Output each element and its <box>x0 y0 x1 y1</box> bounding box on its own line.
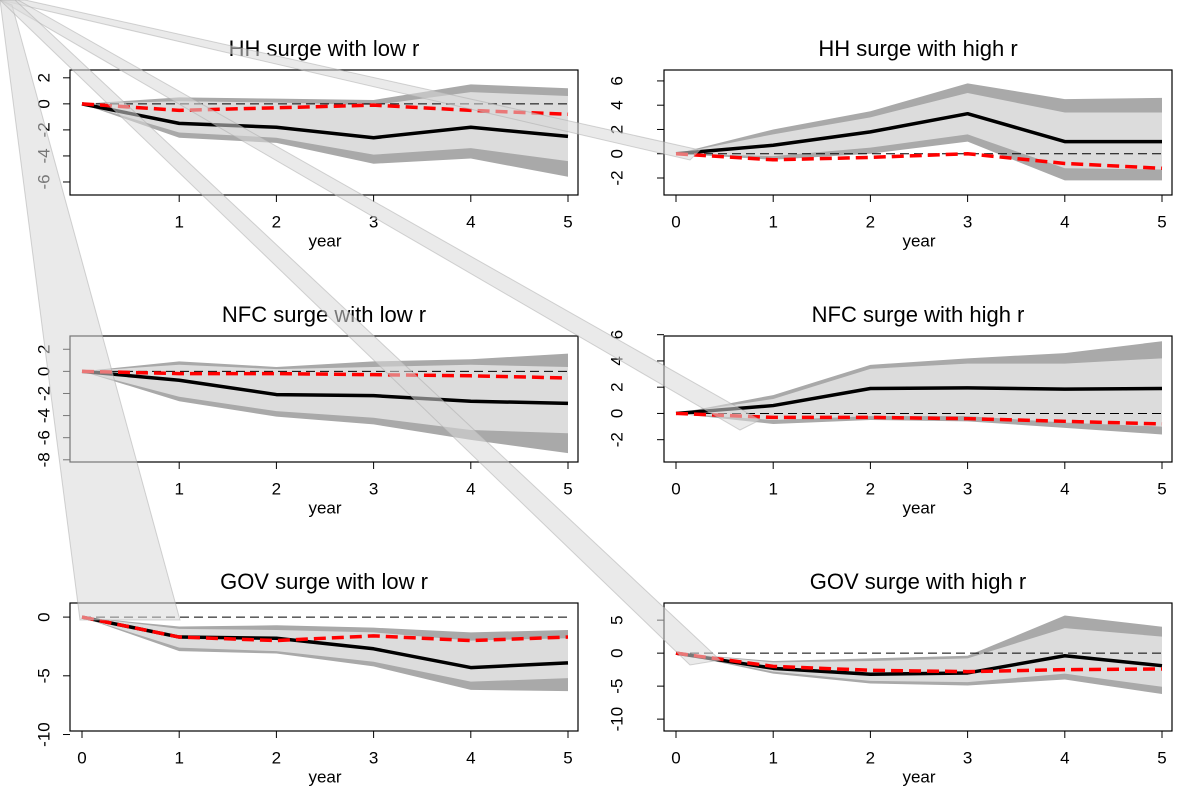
y-tick-label: -5 <box>607 679 626 694</box>
x-axis-label: year <box>902 498 935 517</box>
y-tick-label: 2 <box>34 73 53 82</box>
series-line <box>675 651 1163 674</box>
x-tick-label: 4 <box>466 479 475 498</box>
panel-title: NFC surge with high r <box>812 302 1025 327</box>
y-tick-label: 5 <box>607 615 626 624</box>
x-tick-label: 3 <box>369 748 378 767</box>
y-tick-label: 4 <box>607 100 626 109</box>
x-tick-label: 2 <box>272 748 281 767</box>
x-tick-label: 2 <box>866 212 875 231</box>
x-tick-label: 1 <box>768 748 777 767</box>
x-tick-label: 1 <box>768 212 777 231</box>
x-tick-label: 1 <box>768 479 777 498</box>
y-tick-label: 0 <box>34 99 53 108</box>
confidence-band <box>676 358 1162 427</box>
x-axis-label: year <box>308 231 341 250</box>
x-tick-label: 4 <box>1060 212 1069 231</box>
x-tick-label: 5 <box>563 748 572 767</box>
x-axis-label: year <box>902 231 935 250</box>
y-tick-label: -8 <box>34 452 53 467</box>
plot-frame <box>663 602 1173 732</box>
series-line <box>675 411 1163 426</box>
panel: NFC surge with high r 0 1 2 3 4 5 year -2 0 2 4 6 <box>607 302 1173 517</box>
x-tick-label: 4 <box>466 748 475 767</box>
y-tick-label: 2 <box>607 125 626 134</box>
y-tick-label: 6 <box>607 330 626 339</box>
y-tick-label: 2 <box>607 382 626 391</box>
x-tick-label: 0 <box>671 748 680 767</box>
series-line <box>81 369 569 406</box>
x-tick-label: 5 <box>1157 212 1166 231</box>
series-line <box>81 102 569 140</box>
confidence-band <box>676 628 1162 687</box>
y-tick-label: -4 <box>34 408 53 423</box>
x-tick-label: 3 <box>963 479 972 498</box>
plot-frame <box>663 69 1173 196</box>
y-tick-label: -10 <box>607 707 626 732</box>
y-tick-label: 0 <box>34 367 53 376</box>
x-tick-label: 5 <box>563 479 572 498</box>
series-line <box>675 151 1163 171</box>
x-tick-label: 2 <box>866 479 875 498</box>
y-tick-label: 0 <box>34 612 53 621</box>
x-tick-label: 1 <box>174 479 183 498</box>
series-line <box>81 615 569 643</box>
y-tick-label: -6 <box>34 430 53 445</box>
x-tick-label: 2 <box>866 748 875 767</box>
series-line <box>81 369 569 380</box>
x-tick-label: 0 <box>671 212 680 231</box>
y-tick-label: -10 <box>34 722 53 747</box>
x-axis-label: year <box>308 767 341 786</box>
x-tick-label: 1 <box>174 212 183 231</box>
y-tick-label: 0 <box>607 409 626 418</box>
x-tick-label: 4 <box>466 212 475 231</box>
panel-title: GOV surge with high r <box>810 569 1026 594</box>
y-tick-label: -2 <box>34 386 53 401</box>
y-tick-label: 4 <box>607 356 626 365</box>
x-tick-label: 1 <box>174 748 183 767</box>
x-tick-label: 2 <box>272 212 281 231</box>
panel: GOV surge with high r 0 1 2 3 4 5 year -10 -5 0 5 <box>607 569 1173 786</box>
y-tick-label: 0 <box>607 149 626 158</box>
y-tick-label: 6 <box>607 76 626 85</box>
series-line <box>675 111 1162 156</box>
overlay-wedge <box>0 0 762 431</box>
x-tick-label: 5 <box>1157 748 1166 767</box>
y-tick-label: 2 <box>34 345 53 354</box>
y-tick-label: -5 <box>34 668 53 683</box>
x-axis-label: year <box>902 767 935 786</box>
x-tick-label: 5 <box>563 212 572 231</box>
y-tick-label: -2 <box>607 432 626 447</box>
panel-title: GOV surge with low r <box>220 569 428 594</box>
y-tick-label: 0 <box>607 648 626 657</box>
x-tick-label: 3 <box>369 212 378 231</box>
panel: HH surge with high r 0 1 2 3 4 5 year -2 0 2 4 6 <box>607 36 1173 250</box>
panel: GOV surge with low r 0 1 2 3 4 5 year -10 -5 0 <box>34 569 579 786</box>
x-tick-label: 2 <box>272 479 281 498</box>
confidence-band <box>82 617 568 682</box>
x-tick-label: 3 <box>963 212 972 231</box>
confidence-band <box>676 93 1162 170</box>
panel-title: HH surge with high r <box>818 36 1017 61</box>
x-tick-label: 0 <box>77 748 86 767</box>
x-tick-label: 5 <box>1157 479 1166 498</box>
x-axis-label: year <box>308 498 341 517</box>
x-tick-label: 4 <box>1060 479 1069 498</box>
y-tick-label: -2 <box>607 170 626 185</box>
x-tick-label: 4 <box>1060 748 1069 767</box>
series-line <box>675 386 1163 416</box>
overlay-wedge <box>0 0 722 666</box>
x-tick-label: 3 <box>369 479 378 498</box>
x-tick-label: 3 <box>963 748 972 767</box>
plot-frame <box>69 602 579 732</box>
plot-frame <box>663 335 1173 463</box>
x-tick-label: 0 <box>671 479 680 498</box>
overlay-wedge <box>0 0 701 161</box>
